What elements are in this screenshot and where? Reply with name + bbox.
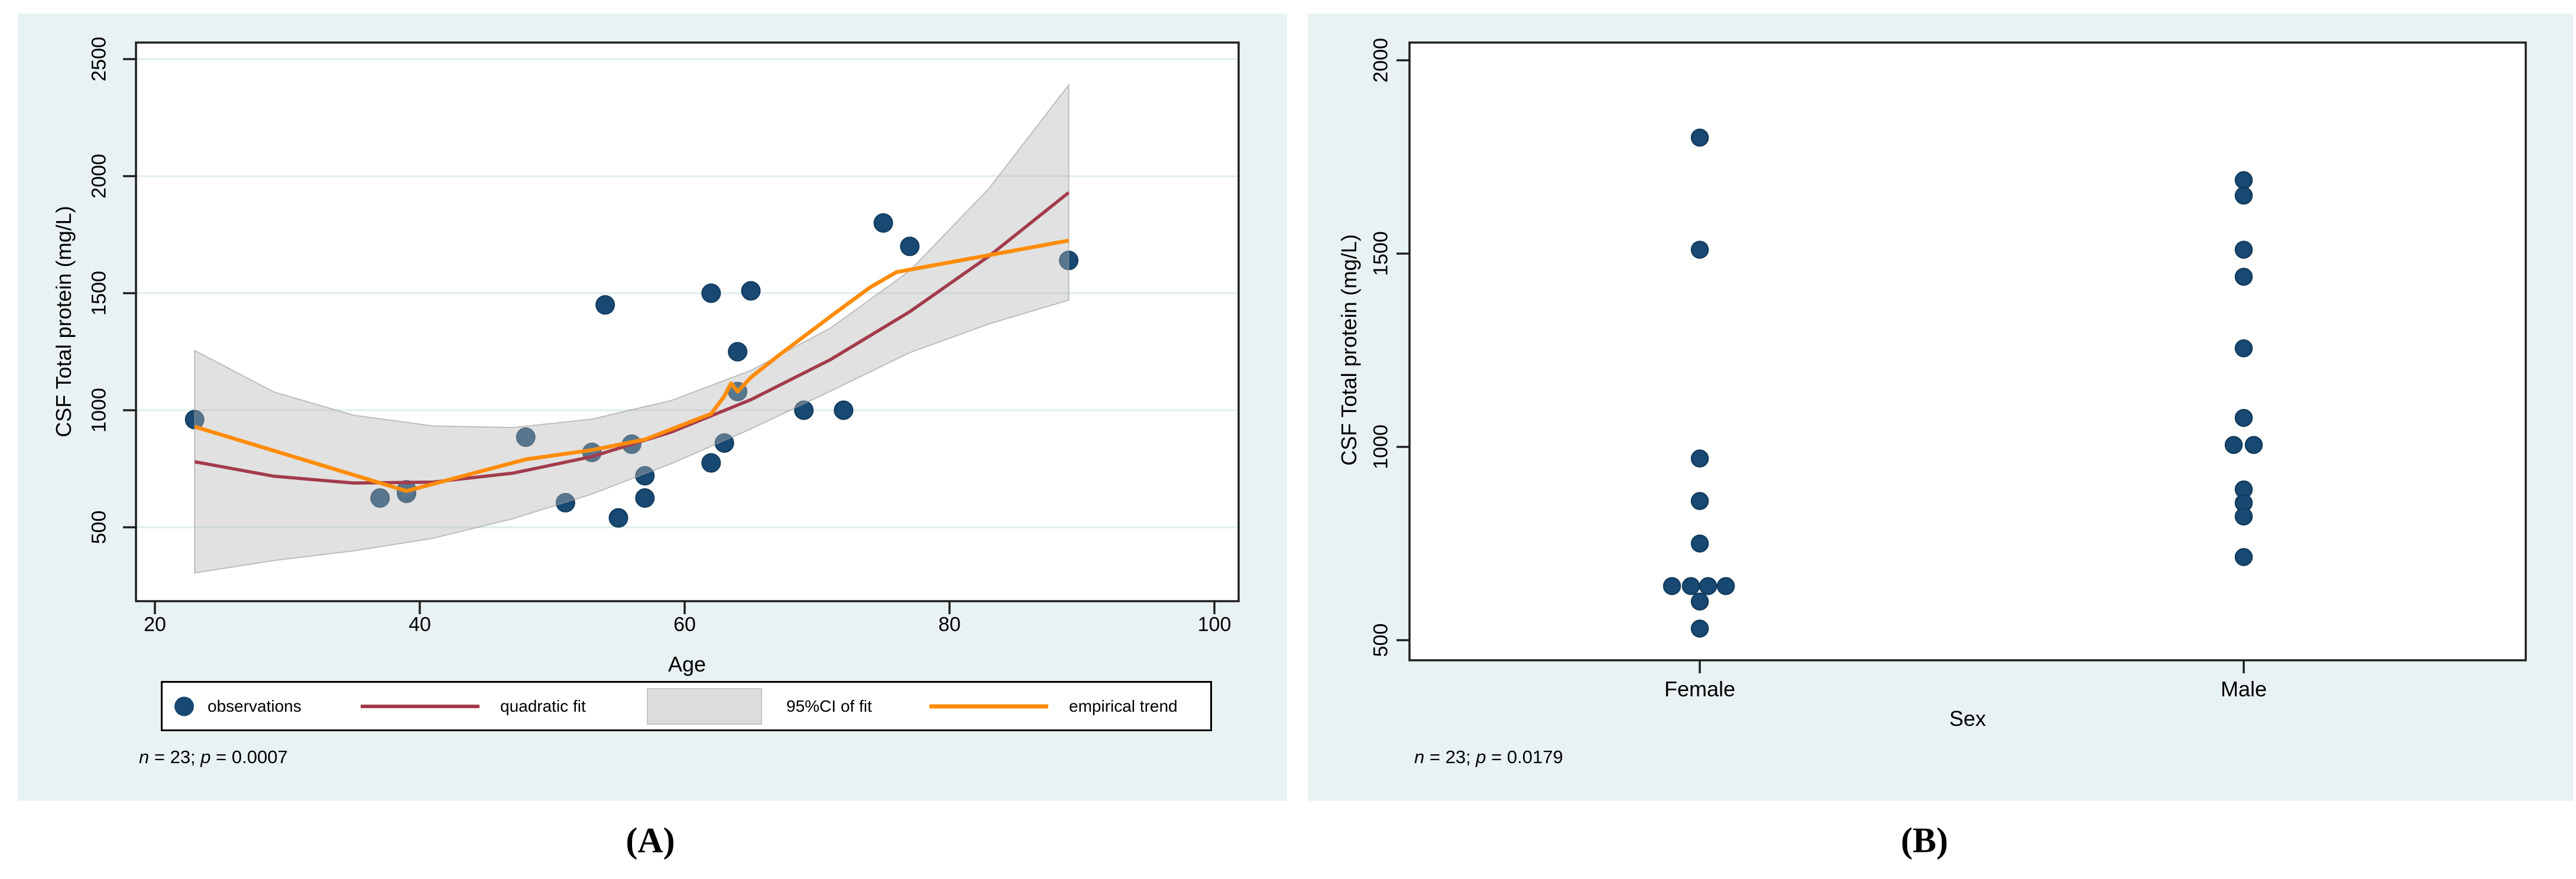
observation-point — [635, 488, 655, 508]
observation-point-male — [2234, 267, 2253, 286]
observation-point — [635, 466, 655, 486]
panel-a-plot — [123, 41, 1240, 614]
observation-point-female — [1681, 577, 1700, 595]
observation-point — [516, 427, 536, 447]
observation-point-female — [1716, 577, 1735, 595]
observation-point — [873, 213, 893, 233]
observation-point — [608, 508, 628, 528]
observation-point-female — [1690, 592, 1709, 611]
observation-point — [728, 342, 748, 362]
observation-point — [900, 236, 920, 257]
observation-point-male — [2234, 339, 2253, 358]
observation-point-male — [2234, 171, 2253, 189]
observation-point-male — [2234, 507, 2253, 526]
observation-point-male — [2224, 436, 2243, 454]
empirical-trend-line — [194, 238, 1070, 493]
observation-point-female — [1690, 492, 1709, 510]
plot-frame-a — [135, 41, 1240, 602]
observation-point — [834, 400, 854, 420]
observation-point-female — [1690, 619, 1709, 638]
observation-point — [741, 281, 761, 301]
observation-point-male — [2234, 241, 2253, 259]
plot-area-a — [136, 43, 1239, 601]
observation-point — [370, 488, 390, 508]
ci-band — [194, 83, 1070, 574]
observation-point-female — [1690, 534, 1709, 553]
observation-point-female — [1663, 577, 1681, 595]
observation-point-male — [2234, 408, 2253, 427]
observation-point-male — [2234, 548, 2253, 566]
quadratic-fit-line — [194, 191, 1070, 485]
observation-point-male — [2234, 186, 2253, 205]
observation-point-female — [1690, 449, 1709, 468]
observation-point — [701, 283, 721, 303]
observation-point-male — [2244, 436, 2263, 454]
observation-point — [595, 295, 615, 315]
observation-point-female — [1699, 577, 1718, 595]
observation-point — [701, 453, 721, 473]
observation-point-female — [1690, 241, 1709, 259]
plot-area-b — [1409, 43, 2526, 660]
plot-frame-b — [1408, 41, 2527, 661]
observation-point-female — [1690, 128, 1709, 147]
panel-b-plot — [1396, 41, 2527, 673]
